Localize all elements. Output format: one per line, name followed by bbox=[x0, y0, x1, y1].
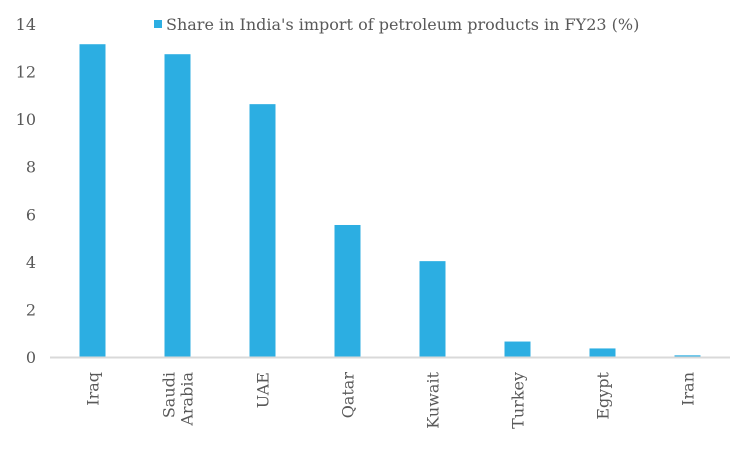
bar-kuwait bbox=[419, 261, 446, 357]
x-tick-label-line: Kuwait bbox=[424, 371, 443, 428]
x-tick-label: Kuwait bbox=[424, 371, 443, 428]
x-tick-label: Egypt bbox=[594, 371, 613, 419]
bar-turkey bbox=[504, 341, 531, 357]
bar-uae bbox=[249, 104, 276, 357]
legend: Share in India's import of petroleum pro… bbox=[154, 15, 639, 34]
y-tick-label: 12 bbox=[16, 63, 36, 82]
x-tick-label: Turkey bbox=[509, 372, 528, 429]
bar-egypt bbox=[589, 348, 616, 357]
y-tick-label: 14 bbox=[16, 15, 36, 34]
bar-saudi-arabia bbox=[164, 54, 191, 357]
x-tick-label-line: UAE bbox=[254, 372, 273, 408]
y-tick-label: 0 bbox=[26, 348, 36, 367]
y-tick-label: 4 bbox=[26, 253, 36, 272]
x-tick-label: Qatar bbox=[339, 372, 358, 419]
x-tick-label-line: Arabia bbox=[178, 372, 197, 427]
legend-swatch bbox=[154, 20, 162, 28]
x-tick-label-line: Qatar bbox=[339, 372, 358, 419]
y-tick-label: 8 bbox=[26, 158, 36, 177]
y-tick-label: 10 bbox=[16, 110, 36, 129]
x-tick-label-line: Saudi bbox=[160, 372, 179, 418]
bar-iran bbox=[674, 355, 701, 357]
x-tick-label: Saudi Arabia bbox=[160, 372, 197, 427]
x-tick-label: Iran bbox=[679, 372, 698, 406]
x-tick-label-line: Turkey bbox=[509, 372, 528, 429]
x-tick-label-line: Egypt bbox=[594, 371, 613, 419]
bar-qatar bbox=[334, 224, 361, 357]
x-tick-label: UAE bbox=[254, 372, 273, 408]
bar-iraq bbox=[79, 44, 106, 357]
x-tick-label: Iraq bbox=[84, 372, 103, 406]
y-tick-label: 6 bbox=[26, 205, 36, 224]
legend-label: Share in India's import of petroleum pro… bbox=[166, 15, 639, 34]
x-tick-label-line: Iraq bbox=[84, 372, 103, 406]
x-tick-label-line: Iran bbox=[679, 372, 698, 406]
y-tick-label: 2 bbox=[26, 300, 36, 319]
